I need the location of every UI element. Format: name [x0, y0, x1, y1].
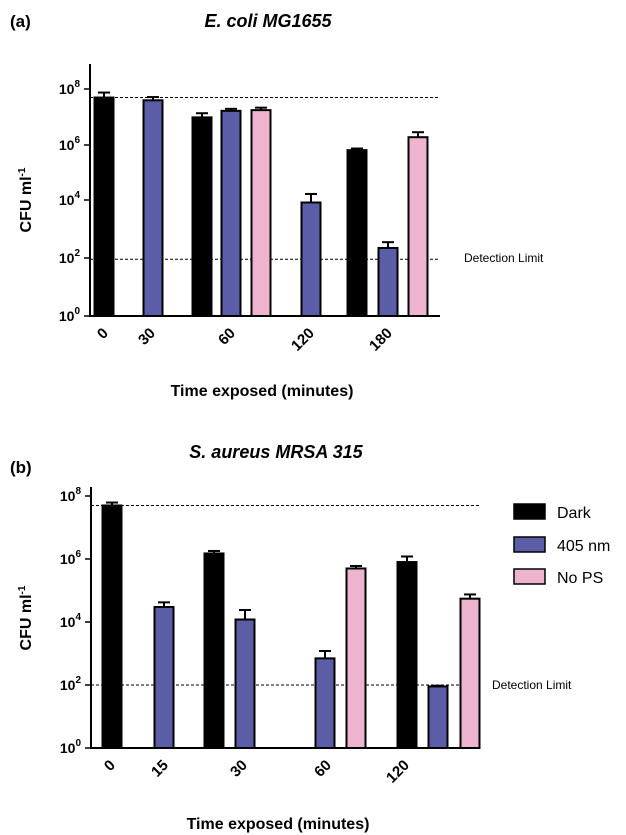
panel-b: (b) S. aureus MRSA 315 CFU ml-1 Time exp… — [10, 442, 572, 833]
panel-a-bar-30-405-nm — [142, 99, 164, 317]
panel-b-xtick-label-60: 60 — [311, 757, 335, 781]
panel-b-bars — [91, 501, 481, 750]
panel-a-bar-60-405-nm — [220, 109, 242, 317]
panel-a-bar-180-no-ps — [407, 136, 429, 317]
panel-a-ylabel: CFU ml-1 — [17, 167, 35, 232]
panel-b-ylabel: CFU ml-1 — [17, 585, 35, 650]
legend-label-405nm: 405 nm — [557, 538, 610, 555]
panel-b-ytick-label-6: 106 — [60, 549, 82, 567]
panel-a-xtick-label-0: 0 — [94, 325, 112, 343]
panel-b-title: S. aureus MRSA 315 — [189, 442, 363, 462]
panel-b-detection-limit-label: Detection Limit — [492, 678, 572, 692]
panel-a-bar-60-no-ps — [250, 109, 272, 318]
panel-b-ytick-label-2: 102 — [60, 675, 82, 693]
panel-a-xtick-label-60: 60 — [215, 325, 239, 349]
panel-b-xtick-label-15: 15 — [148, 757, 172, 781]
panel-a-label: (a) — [10, 12, 31, 31]
panel-a-ytick-label-8: 108 — [59, 79, 81, 97]
panel-a-bar-60-dark — [191, 116, 213, 317]
panel-b-bar-120-no-ps — [459, 597, 481, 750]
panel-a-detection-limit-label: Detection Limit — [464, 251, 544, 265]
panel-b-bar-30-dark — [203, 552, 225, 749]
panel-b-bar-0-dark — [101, 504, 123, 749]
panel-a-ytick-label-6: 106 — [59, 135, 81, 153]
panel-b-ytick-label-8: 108 — [60, 486, 82, 504]
panel-a-title: E. coli MG1655 — [204, 11, 332, 31]
panel-b-bar-30-405-nm — [234, 618, 256, 749]
panel-b-ytick-label-4: 104 — [60, 612, 82, 630]
panel-a-ytick-label-0: 100 — [59, 306, 81, 324]
legend-label-dark: Dark — [557, 505, 592, 522]
panel-a: (a) E. coli MG1655 CFU ml-1 Time exposed… — [10, 11, 544, 400]
panel-b-xlabel: Time exposed (minutes) — [187, 816, 370, 833]
legend: Dark 405 nm No PS — [513, 503, 610, 587]
panel-b-bar-120-405-nm — [427, 685, 449, 749]
panel-b-bar-60-405-nm — [314, 657, 336, 749]
panel-a-bars — [90, 91, 440, 318]
panel-a-ytick-label-4: 104 — [59, 190, 81, 208]
panel-a-xtick-label-180: 180 — [366, 325, 396, 355]
panel-b-xtick-label-0: 0 — [101, 757, 119, 775]
panel-b-xtick-label-120: 120 — [383, 757, 413, 787]
legend-label-nops: No PS — [557, 570, 603, 587]
panel-a-xtick-label-30: 30 — [135, 325, 159, 349]
panel-b-bar-120-dark — [396, 561, 418, 750]
legend-swatch-nops — [513, 568, 546, 585]
legend-swatch-dark — [513, 503, 546, 520]
panel-b-bar-60-no-ps — [345, 567, 367, 749]
panel-a-ytick-label-2: 102 — [59, 248, 81, 266]
panel-b-label: (b) — [10, 458, 32, 477]
legend-swatch-405nm — [513, 536, 546, 553]
panel-a-bar-120-405-nm — [300, 201, 322, 317]
panel-a-bar-180-405-nm — [377, 246, 399, 317]
panel-b-bar-15-405-nm — [153, 605, 175, 750]
panel-a-yticks: 100 102 104 106 108 — [59, 79, 90, 324]
panel-b-xticks: 0 15 30 60 120 — [101, 757, 413, 787]
panel-b-yticks: 100 102 104 106 108 — [60, 486, 91, 756]
panel-a-xtick-label-120: 120 — [288, 325, 318, 355]
panel-a-bar-0-dark — [93, 96, 115, 317]
panel-a-xlabel: Time exposed (minutes) — [171, 383, 354, 400]
panel-a-xticks: 0 30 60 120 180 — [94, 325, 396, 355]
panel-b-xtick-label-30: 30 — [227, 757, 251, 781]
panel-b-ytick-label-0: 100 — [60, 738, 82, 756]
panel-a-bar-180-dark — [346, 149, 368, 317]
